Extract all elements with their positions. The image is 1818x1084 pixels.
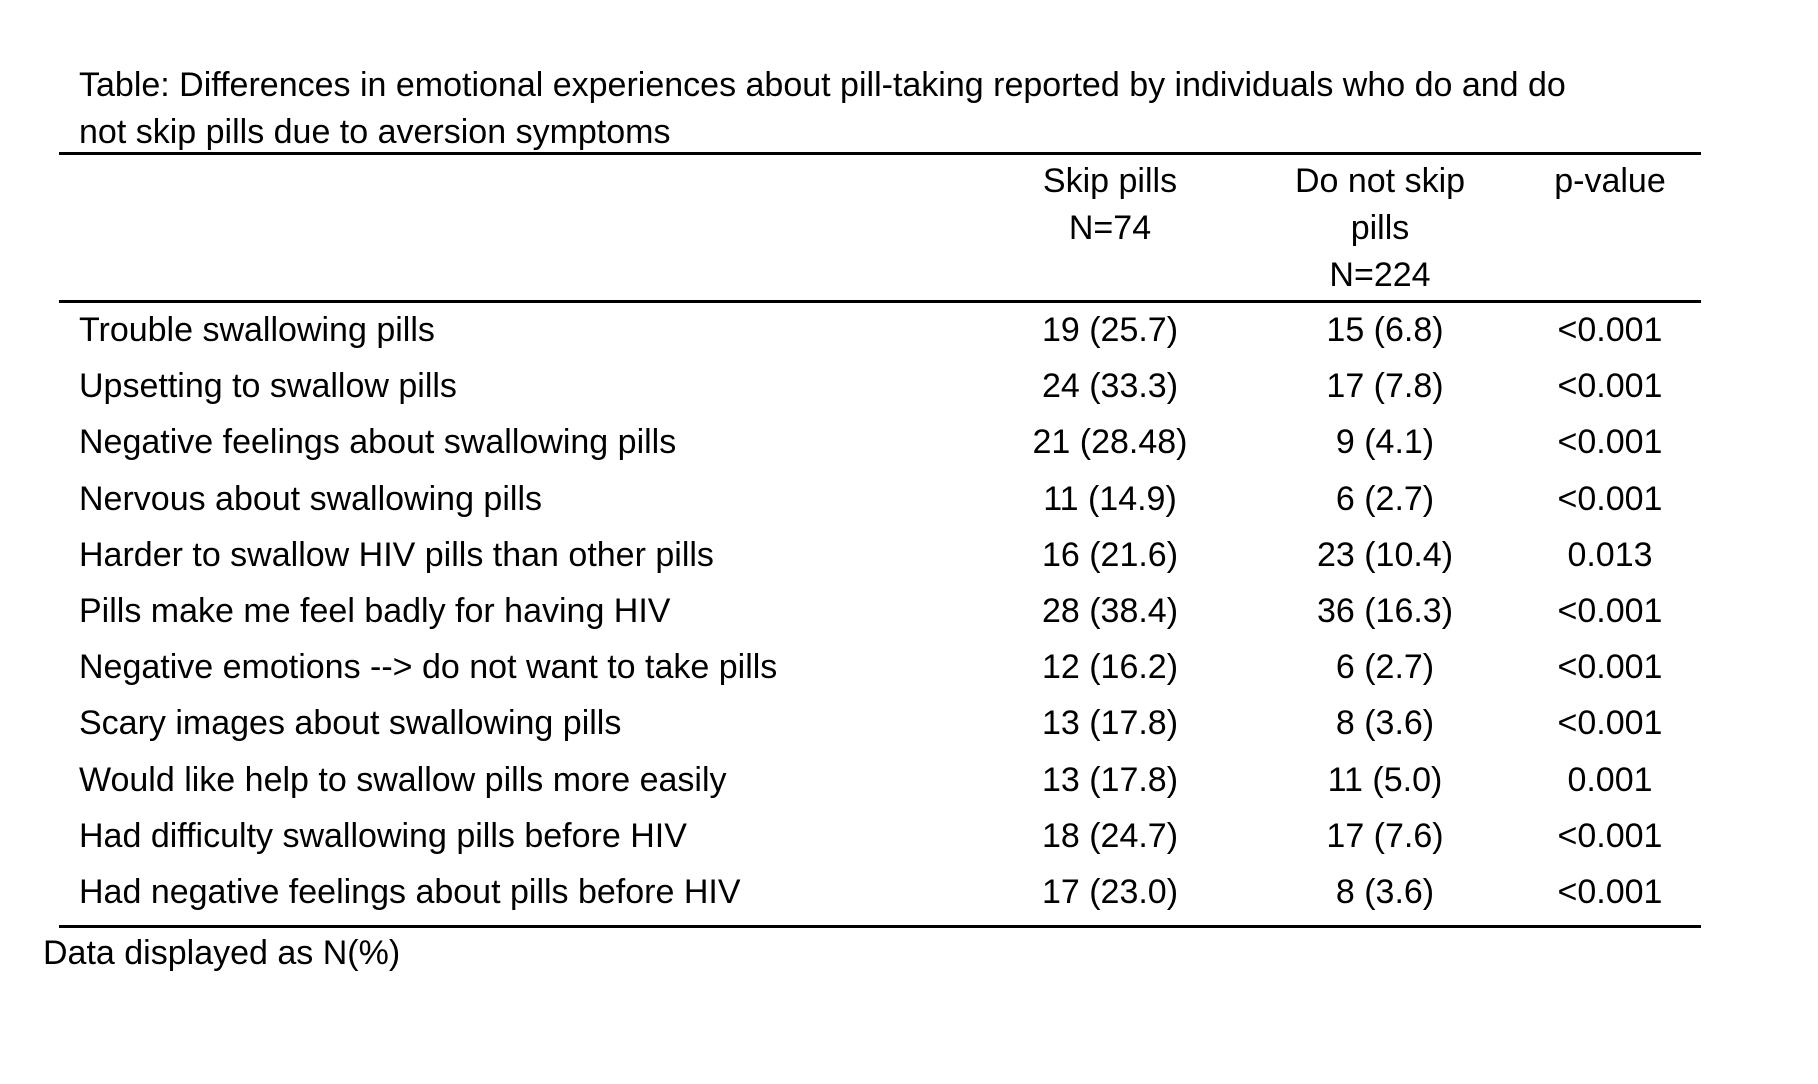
skip-pills-value: 12 (16.2) xyxy=(1041,648,1179,687)
do-not-skip-value: 6 (2.7) xyxy=(1335,479,1435,518)
skip-pills-value: 21 (28.48) xyxy=(1032,423,1188,462)
table-row: Nervous about swallowing pills 11 (14.9) 6… xyxy=(0,471,1818,527)
row-label: Pills make me feel badly for having HIV xyxy=(79,591,671,630)
row-label: Had difficulty swallowing pills before H… xyxy=(79,816,687,855)
do-not-skip-value: 23 (10.4) xyxy=(1316,535,1454,574)
column-header-noskip-line-2: pills xyxy=(1350,209,1410,247)
column-header-noskip-line-1: Do not skip xyxy=(1294,162,1466,200)
skip-pills-value: 24 (33.3) xyxy=(1041,367,1179,406)
column-header-do-not-skip: Do not skip pills N=224 xyxy=(1275,158,1485,299)
caption-line-1: Table: Differences in emotional experien… xyxy=(79,66,1566,104)
table-row: Would like help to swallow pills more ea… xyxy=(0,752,1818,808)
bottom-rule xyxy=(59,925,1701,928)
row-label: Would like help to swallow pills more ea… xyxy=(79,760,727,799)
p-value: <0.001 xyxy=(1557,816,1663,855)
column-header-skip-line-2: N=74 xyxy=(1068,209,1152,247)
row-label: Harder to swallow HIV pills than other p… xyxy=(79,535,714,574)
p-value: <0.001 xyxy=(1557,311,1663,349)
p-value: <0.001 xyxy=(1557,591,1663,630)
caption-line-2: not skip pills due to aversion symptoms xyxy=(79,113,671,151)
table-body: Trouble swallowing pills 19 (25.7) 15 (6.8… xyxy=(0,302,1818,920)
do-not-skip-value: 17 (7.8) xyxy=(1326,367,1444,406)
p-value: 0.013 xyxy=(1567,535,1653,574)
row-label: Upsetting to swallow pills xyxy=(79,367,457,406)
skip-pills-value: 28 (38.4) xyxy=(1041,591,1179,630)
table-row: Negative emotions --> do not want to tak… xyxy=(0,639,1818,695)
row-label: Negative emotions --> do not want to tak… xyxy=(79,648,778,687)
table-caption: Table: Differences in emotional experien… xyxy=(79,62,1699,156)
table-footnote: Data displayed as N(%) xyxy=(43,934,401,972)
p-value: <0.001 xyxy=(1557,872,1663,911)
column-header-skip-line-1: Skip pills xyxy=(1042,162,1178,200)
skip-pills-value: 13 (17.8) xyxy=(1041,760,1179,799)
skip-pills-value: 11 (14.9) xyxy=(1043,479,1177,518)
table-row: Upsetting to swallow pills 24 (33.3) 17 (7… xyxy=(0,358,1818,414)
do-not-skip-value: 36 (16.3) xyxy=(1316,591,1454,630)
header-rule xyxy=(59,300,1701,303)
p-value: <0.001 xyxy=(1557,423,1663,462)
skip-pills-value: 17 (23.0) xyxy=(1041,872,1179,911)
table-row: Scary images about swallowing pills 13 (1… xyxy=(0,695,1818,751)
row-label: Trouble swallowing pills xyxy=(79,311,435,349)
p-value: <0.001 xyxy=(1557,479,1663,518)
top-rule xyxy=(59,152,1701,155)
column-header-skip-pills: Skip pills N=74 xyxy=(1010,158,1210,252)
do-not-skip-value: 17 (7.6) xyxy=(1326,816,1444,855)
skip-pills-value: 18 (24.7) xyxy=(1041,816,1179,855)
table-row: Pills make me feel badly for having HIV 2… xyxy=(0,583,1818,639)
do-not-skip-value: 15 (6.8) xyxy=(1326,311,1444,349)
do-not-skip-value: 8 (3.6) xyxy=(1335,872,1435,911)
table-row: Harder to swallow HIV pills than other p… xyxy=(0,527,1818,583)
skip-pills-value: 16 (21.6) xyxy=(1041,535,1179,574)
table-row: Trouble swallowing pills 19 (25.7) 15 (6.8… xyxy=(0,302,1818,358)
row-label: Scary images about swallowing pills xyxy=(79,704,622,743)
row-label: Had negative feelings about pills before… xyxy=(79,872,741,911)
table-row: Had difficulty swallowing pills before H… xyxy=(0,808,1818,864)
p-value: 0.001 xyxy=(1567,760,1653,799)
skip-pills-value: 13 (17.8) xyxy=(1041,704,1179,743)
column-header-noskip-line-3: N=224 xyxy=(1329,256,1431,294)
do-not-skip-value: 11 (5.0) xyxy=(1327,760,1443,799)
skip-pills-value: 19 (25.7) xyxy=(1041,311,1179,349)
p-value: <0.001 xyxy=(1557,648,1663,687)
table-row: Had negative feelings about pills before… xyxy=(0,864,1818,920)
table-row: Negative feelings about swallowing pills… xyxy=(0,414,1818,470)
do-not-skip-value: 6 (2.7) xyxy=(1335,648,1435,687)
column-header-p-line-1: p-value xyxy=(1554,162,1666,200)
do-not-skip-value: 8 (3.6) xyxy=(1335,704,1435,743)
p-value: <0.001 xyxy=(1557,704,1663,743)
column-header-p-value: p-value xyxy=(1540,158,1680,205)
row-label: Nervous about swallowing pills xyxy=(79,479,543,518)
p-value: <0.001 xyxy=(1557,367,1663,406)
do-not-skip-value: 9 (4.1) xyxy=(1335,423,1435,462)
row-label: Negative feelings about swallowing pills xyxy=(79,423,677,462)
